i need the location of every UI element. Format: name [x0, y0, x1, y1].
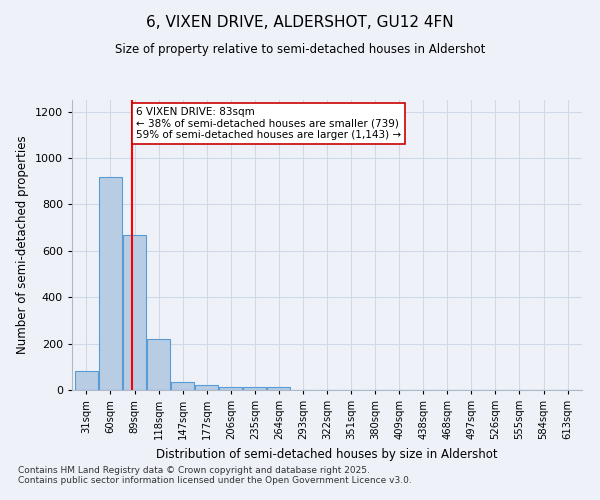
Text: Size of property relative to semi-detached houses in Aldershot: Size of property relative to semi-detach… — [115, 42, 485, 56]
Bar — [171, 382, 194, 390]
Y-axis label: Number of semi-detached properties: Number of semi-detached properties — [16, 136, 29, 354]
Text: Contains HM Land Registry data © Crown copyright and database right 2025.
Contai: Contains HM Land Registry data © Crown c… — [18, 466, 412, 485]
Text: 6, VIXEN DRIVE, ALDERSHOT, GU12 4FN: 6, VIXEN DRIVE, ALDERSHOT, GU12 4FN — [146, 15, 454, 30]
Bar — [195, 386, 218, 390]
Bar — [268, 387, 290, 390]
Bar — [99, 176, 122, 390]
Bar — [147, 339, 170, 390]
Bar — [75, 372, 98, 390]
X-axis label: Distribution of semi-detached houses by size in Aldershot: Distribution of semi-detached houses by … — [156, 448, 498, 460]
Text: 6 VIXEN DRIVE: 83sqm
← 38% of semi-detached houses are smaller (739)
59% of semi: 6 VIXEN DRIVE: 83sqm ← 38% of semi-detac… — [136, 107, 401, 140]
Bar — [123, 234, 146, 390]
Bar — [244, 387, 266, 390]
Bar — [220, 387, 242, 390]
